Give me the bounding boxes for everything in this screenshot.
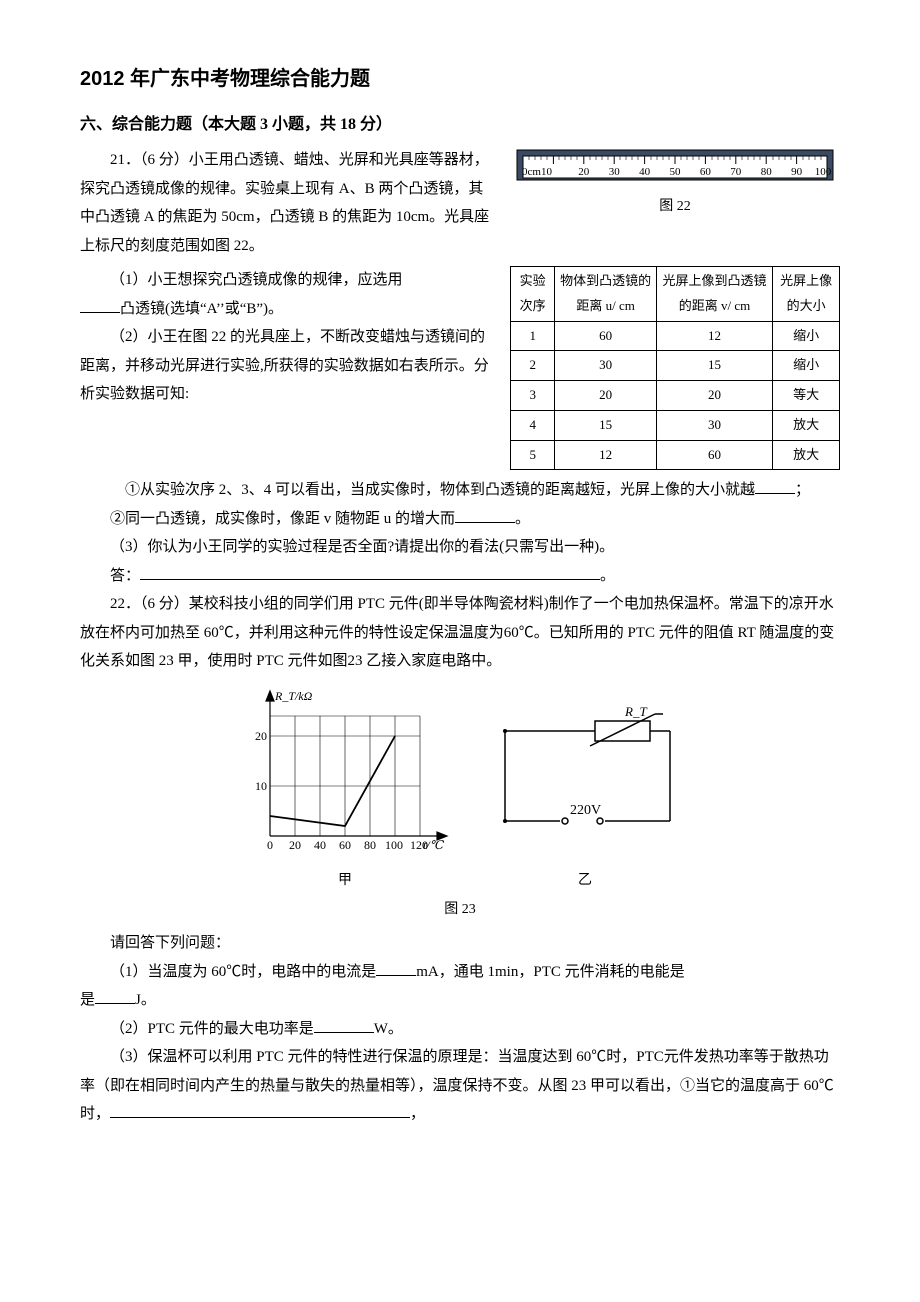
xtick-100: 100 — [385, 838, 403, 852]
q21-answer-b: 。 — [600, 568, 615, 584]
ruler-tick-60: 60 — [700, 166, 712, 178]
ruler-tick-100: 100 — [815, 166, 832, 178]
q21-sub1: （1）小王想探究凸透镜成像的规律，应选用 凸透镜(选填“A’’或“B”)。 — [80, 266, 492, 323]
q21-sub2-2a: ②同一凸透镜，成实像时，像距 v 随物距 u 的增大而 — [110, 511, 455, 527]
q21-sub1-b: 凸透镜(选填“A’’或“B”)。 — [120, 301, 283, 317]
ruler-tick-80: 80 — [761, 166, 773, 178]
figure23-caption: 图 23 — [80, 897, 840, 924]
ruler-tick-50: 50 — [670, 166, 682, 178]
q21-sub2: （2）小王在图 22 的光具座上，不断改变蜡烛与透镜间的距离，并移动光屏进行实验… — [80, 323, 492, 409]
th-v: 光屏上像到凸透镜的距离 v/ cm — [656, 267, 772, 321]
blank-v — [455, 507, 515, 522]
table-row: 4 15 30 放大 — [511, 410, 840, 440]
fig23-sub-b: 乙 — [485, 868, 685, 895]
table-row: 5 12 60 放大 — [511, 440, 840, 470]
q22-sub3: （3）保温杯可以利用 PTC 元件的特性进行保温的原理是：当温度达到 60℃时，… — [80, 1043, 840, 1129]
blank-principle — [110, 1103, 410, 1118]
table-row: 3 20 20 等大 — [511, 381, 840, 411]
ruler-tick-20: 20 — [578, 166, 590, 178]
fig23-ylabel: R_T/kΩ — [274, 689, 313, 703]
blank-lens — [80, 298, 120, 313]
blank-size — [755, 479, 795, 494]
q21-answer-a: 答： — [110, 568, 140, 584]
fig23-voltage: 220V — [570, 803, 601, 818]
ruler-tick-90: 90 — [791, 166, 803, 178]
xtick-0: 0 — [267, 838, 273, 852]
fig23-circuit: R_T 220V — [485, 706, 685, 856]
fig23-sub-a: 甲 — [235, 868, 455, 895]
q22-sub1-c: J。 — [135, 992, 156, 1008]
q21-sub2-1: ①从实验次序 2、3、4 可以看出，当成实像时，物体到凸透镜的距离越短，光屏上像… — [80, 476, 840, 505]
ruler-tick-0: 0cm10 — [522, 166, 552, 178]
table-row: 1 60 12 缩小 — [511, 321, 840, 351]
q22-sub1: （1）当温度为 60℃时，电路中的电流是 mA，通电 1min，PTC 元件消耗的… — [80, 958, 840, 1015]
ytick-20: 20 — [255, 729, 267, 743]
blank-current — [376, 961, 416, 976]
ruler-tick-40: 40 — [639, 166, 651, 178]
q22-sub1-a: （1）当温度为 60℃时，电路中的电流是 — [110, 964, 376, 980]
q21-sub2-1b: ； — [795, 482, 810, 498]
q21-sub3: （3）你认为小王同学的实验过程是否全面?请提出你的看法(只需写出一种)。 — [80, 533, 840, 562]
q22-sub2-a: （2）PTC 元件的最大电功率是 — [110, 1021, 314, 1037]
q22-sub3-b: ， — [410, 1106, 425, 1122]
q21-answer: 答： 。 — [80, 562, 840, 591]
q21-sub2-2b: 。 — [515, 511, 530, 527]
q21-sub2-1a: ①从实验次序 2、3、4 可以看出，当成实像时，物体到凸透镜的距离越短，光屏上像… — [125, 482, 755, 498]
th-size: 光屏上像的大小 — [773, 267, 840, 321]
q22-sub2-b: W。 — [374, 1021, 403, 1037]
q22-sub1-b: mA，通电 1min，PTC 元件消耗的电能是 — [416, 964, 684, 980]
ytick-10: 10 — [255, 779, 267, 793]
xtick-20: 20 — [289, 838, 301, 852]
q22-p1: 22．（6 分）某校科技小组的同学们用 PTC 元件(即半导体陶瓷材料)制作了一… — [80, 590, 840, 676]
experiment-table: 实验次序 物体到凸透镜的距离 u/ cm 光屏上像到凸透镜的距离 v/ cm 光… — [510, 266, 840, 470]
q22-ask: 请回答下列问题： — [80, 929, 840, 958]
th-seq: 实验次序 — [511, 267, 555, 321]
q21-sub2-2: ②同一凸透镜，成实像时，像距 v 随物距 u 的增大而 。 — [80, 505, 840, 534]
table-row: 2 30 15 缩小 — [511, 351, 840, 381]
blank-answer — [140, 564, 600, 579]
q21-p1: 21．（6 分）小王用凸透镜、蜡烛、光屏和光具座等器材，探究凸透镜成像的规律。实… — [80, 146, 492, 260]
xtick-60: 60 — [339, 838, 351, 852]
blank-energy — [95, 989, 135, 1004]
page-title: 2012 年广东中考物理综合能力题 — [80, 60, 840, 98]
xtick-40: 40 — [314, 838, 326, 852]
xtick-80: 80 — [364, 838, 376, 852]
figure22-caption: 图 22 — [515, 194, 835, 221]
section-heading: 六、综合能力题（本大题 3 小题，共 18 分） — [80, 110, 840, 140]
ruler-figure: 0cm10 20 30 40 50 60 70 80 90 100 图 22 — [515, 146, 835, 221]
ruler-tick-30: 30 — [609, 166, 621, 178]
fig23-graph: R_T/kΩ t/℃ 10 20 0 20 40 60 80 100 120 — [235, 686, 455, 856]
ruler-tick-70: 70 — [730, 166, 742, 178]
fig23-rt-label: R_T — [624, 706, 647, 719]
th-u: 物体到凸透镜的距离 u/ cm — [555, 267, 656, 321]
q21-sub1-a: （1）小王想探究凸透镜成像的规律，应选用 — [110, 272, 403, 288]
xtick-120: 120 — [410, 838, 428, 852]
blank-power — [314, 1018, 374, 1033]
q22-sub2: （2）PTC 元件的最大电功率是 W。 — [80, 1015, 840, 1044]
figure23: R_T/kΩ t/℃ 10 20 0 20 40 60 80 100 120 甲 — [80, 686, 840, 924]
